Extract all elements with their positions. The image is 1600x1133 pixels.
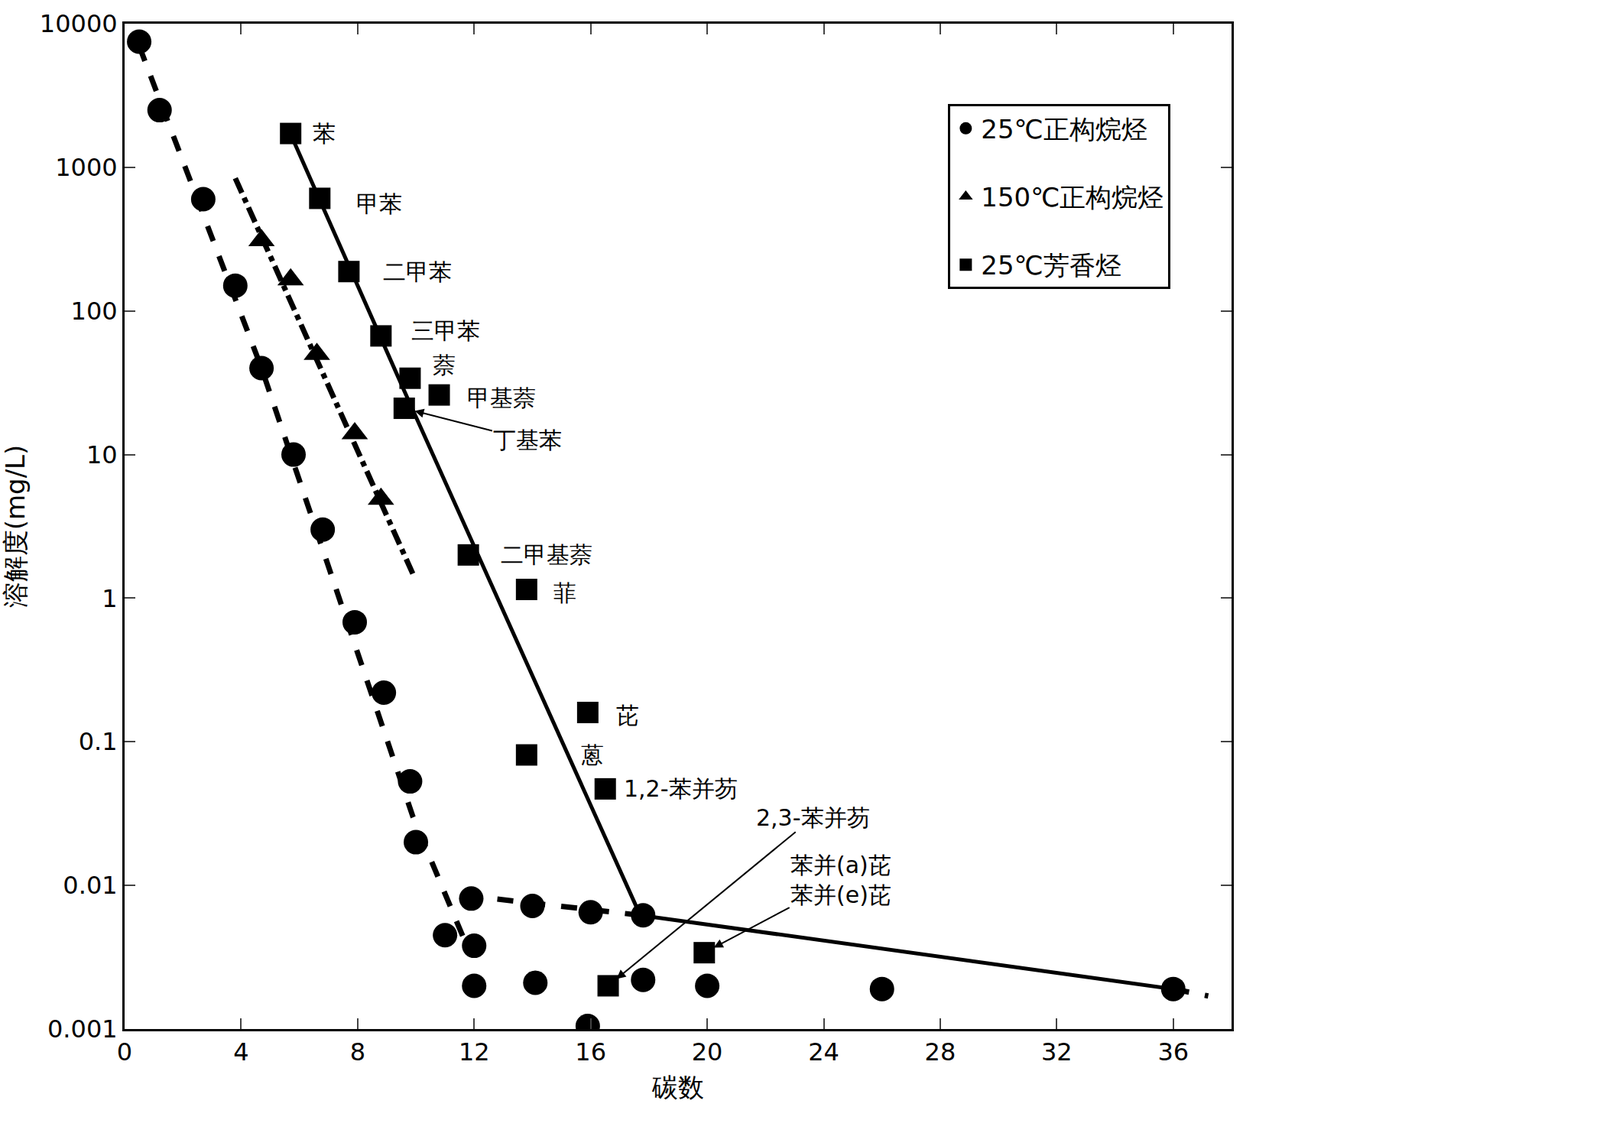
svg-text:菲: 菲 [553, 579, 577, 607]
svg-text:20: 20 [691, 1037, 724, 1067]
svg-text:16: 16 [574, 1037, 607, 1067]
svg-text:甲苯: 甲苯 [356, 190, 403, 218]
svg-text:12: 12 [458, 1037, 491, 1067]
svg-text:萘: 萘 [432, 351, 456, 379]
svg-text:2,3-苯并芴: 2,3-苯并芴 [756, 804, 870, 831]
svg-text:0: 0 [116, 1037, 133, 1067]
svg-text:32: 32 [1041, 1037, 1073, 1067]
svg-text:丁基苯: 丁基苯 [493, 426, 562, 454]
svg-text:溶解度(mg/L): 溶解度(mg/L) [0, 444, 31, 609]
svg-text:0.001: 0.001 [47, 1014, 118, 1044]
svg-text:150℃正构烷烃: 150℃正构烷烃 [980, 181, 1164, 213]
svg-text:碳数: 碳数 [651, 1071, 705, 1103]
svg-text:4: 4 [233, 1037, 249, 1067]
svg-text:8: 8 [350, 1037, 366, 1067]
svg-text:二甲苯: 二甲苯 [382, 258, 452, 286]
svg-text:二甲基萘: 二甲基萘 [500, 541, 593, 568]
svg-text:25℃正构烷烃: 25℃正构烷烃 [980, 113, 1147, 145]
svg-text:10: 10 [86, 440, 118, 470]
svg-text:甲基萘: 甲基萘 [467, 384, 536, 412]
svg-text:蒽: 蒽 [580, 741, 604, 769]
svg-text:1,2-苯并芴: 1,2-苯并芴 [623, 775, 738, 802]
svg-text:25℃芳香烃: 25℃芳香烃 [980, 249, 1121, 281]
svg-text:28: 28 [924, 1037, 957, 1067]
svg-text:苯并(a)芘苯并(e)芘: 苯并(a)芘苯并(e)芘 [790, 851, 892, 909]
svg-text:100: 100 [71, 296, 118, 326]
svg-text:36: 36 [1157, 1037, 1189, 1067]
svg-text:24: 24 [808, 1037, 840, 1067]
svg-text:芘: 芘 [616, 701, 640, 729]
svg-text:0.1: 0.1 [78, 726, 118, 757]
svg-text:1: 1 [101, 584, 117, 614]
svg-text:1000: 1000 [55, 152, 117, 182]
svg-text:0.01: 0.01 [62, 870, 117, 900]
svg-text:三甲苯: 三甲苯 [411, 317, 481, 345]
svg-text:苯: 苯 [312, 120, 336, 147]
svg-text:10000: 10000 [39, 9, 118, 39]
